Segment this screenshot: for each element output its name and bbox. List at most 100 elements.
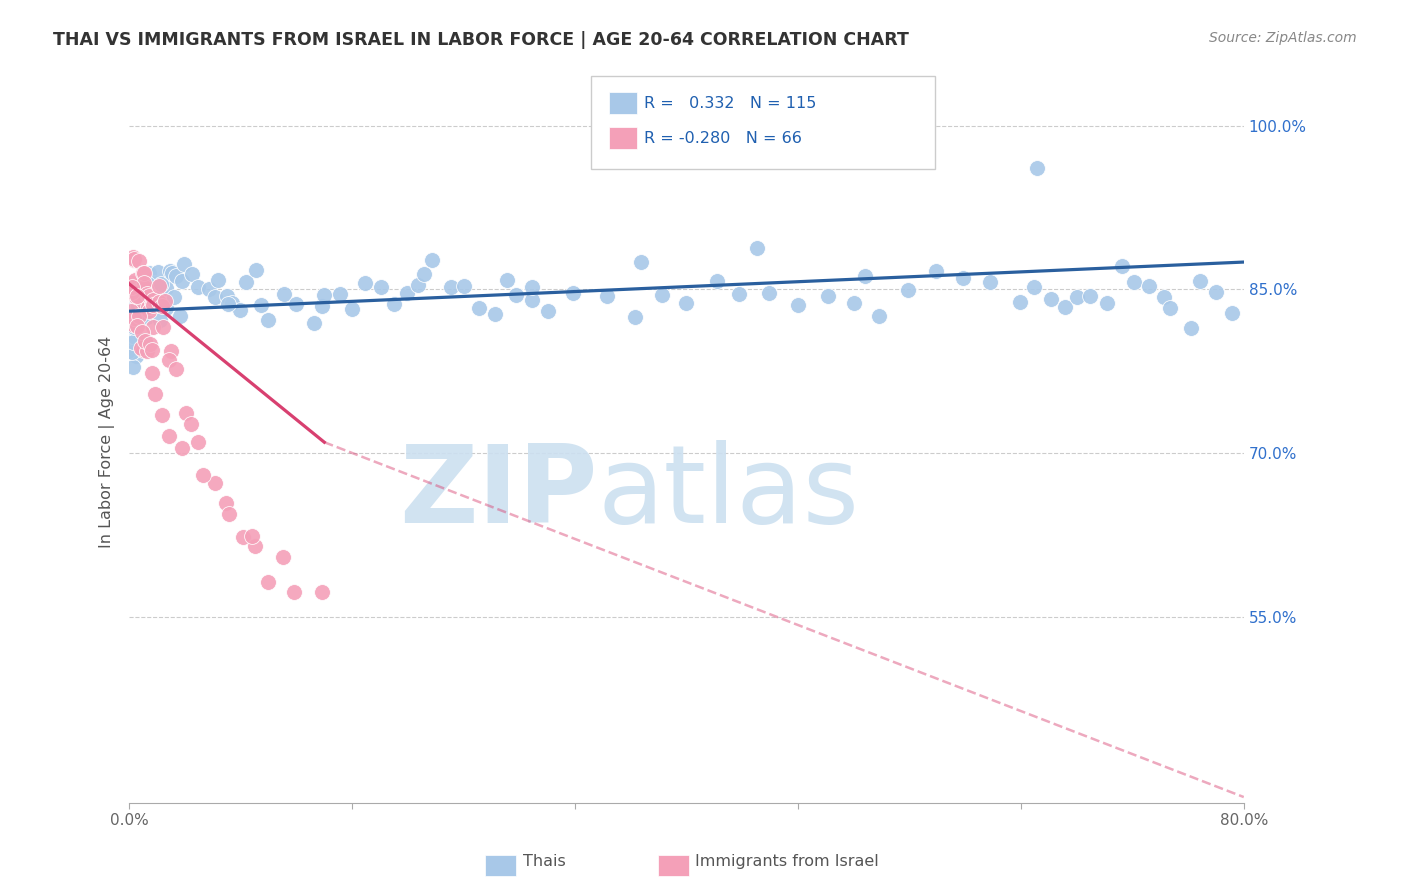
Point bbox=[302, 316, 325, 330]
Point bbox=[271, 549, 294, 564]
Point bbox=[160, 343, 183, 358]
Point bbox=[129, 341, 152, 355]
Point bbox=[217, 296, 239, 310]
Point bbox=[124, 349, 146, 363]
Point bbox=[1189, 274, 1212, 288]
Point bbox=[146, 265, 169, 279]
Point bbox=[150, 277, 173, 292]
Point bbox=[132, 343, 155, 357]
Point bbox=[468, 301, 491, 315]
Point bbox=[396, 286, 419, 301]
Point bbox=[142, 293, 165, 308]
Point bbox=[256, 574, 278, 589]
Text: Thais: Thais bbox=[523, 855, 565, 869]
Point bbox=[128, 282, 150, 296]
Point bbox=[124, 290, 146, 304]
Point bbox=[139, 336, 162, 351]
Point bbox=[125, 298, 148, 312]
Point bbox=[127, 289, 149, 303]
Point bbox=[229, 302, 252, 317]
Point bbox=[149, 313, 172, 327]
Point bbox=[134, 285, 156, 299]
Point bbox=[162, 290, 184, 304]
Point bbox=[675, 295, 697, 310]
Point bbox=[245, 262, 267, 277]
Point bbox=[150, 288, 173, 302]
Text: ZIP: ZIP bbox=[399, 440, 598, 546]
Point bbox=[131, 309, 153, 323]
Point bbox=[197, 282, 219, 296]
Point bbox=[129, 277, 152, 292]
Point bbox=[283, 585, 305, 599]
Point bbox=[152, 320, 174, 334]
Point bbox=[232, 530, 254, 544]
Y-axis label: In Labor Force | Age 20-64: In Labor Force | Age 20-64 bbox=[100, 336, 115, 549]
Point bbox=[817, 289, 839, 303]
Point bbox=[897, 283, 920, 297]
Point bbox=[148, 295, 170, 310]
Point bbox=[382, 297, 405, 311]
Point bbox=[162, 266, 184, 280]
Point bbox=[141, 301, 163, 315]
Point bbox=[124, 273, 146, 287]
Point bbox=[138, 289, 160, 303]
Point bbox=[165, 362, 187, 376]
Point bbox=[122, 319, 145, 334]
Point bbox=[124, 311, 146, 326]
Point bbox=[121, 277, 143, 291]
Point bbox=[1137, 279, 1160, 293]
Point bbox=[122, 252, 145, 266]
Point bbox=[312, 287, 335, 301]
Point bbox=[141, 277, 163, 291]
Point bbox=[218, 507, 240, 521]
Point bbox=[118, 277, 141, 292]
Point bbox=[141, 297, 163, 311]
Point bbox=[193, 468, 215, 483]
Point bbox=[134, 334, 156, 349]
Point bbox=[121, 285, 143, 300]
Point bbox=[728, 287, 751, 301]
Point bbox=[1159, 301, 1181, 316]
Point bbox=[131, 325, 153, 339]
Point bbox=[952, 271, 974, 285]
Point bbox=[138, 286, 160, 301]
Point bbox=[215, 495, 238, 509]
Point bbox=[207, 273, 229, 287]
Point bbox=[354, 276, 377, 290]
Text: THAI VS IMMIGRANTS FROM ISRAEL IN LABOR FORCE | AGE 20-64 CORRELATION CHART: THAI VS IMMIGRANTS FROM ISRAEL IN LABOR … bbox=[53, 31, 910, 49]
Text: R = -0.280   N = 66: R = -0.280 N = 66 bbox=[644, 131, 801, 145]
Point bbox=[1066, 290, 1088, 304]
Point bbox=[122, 318, 145, 332]
Point bbox=[146, 284, 169, 298]
Point bbox=[1040, 292, 1063, 306]
Point bbox=[122, 359, 145, 374]
Point bbox=[142, 276, 165, 290]
Point bbox=[132, 286, 155, 301]
Point bbox=[221, 296, 243, 310]
Point bbox=[157, 352, 180, 367]
Point bbox=[651, 287, 673, 301]
Point bbox=[1095, 296, 1118, 310]
Point bbox=[413, 267, 436, 281]
Point bbox=[132, 280, 155, 294]
Point bbox=[121, 320, 143, 334]
Point bbox=[173, 257, 195, 271]
Point bbox=[249, 298, 271, 312]
Point bbox=[117, 343, 139, 358]
Point bbox=[136, 343, 159, 358]
Point bbox=[141, 343, 163, 357]
Point bbox=[706, 274, 728, 288]
Point bbox=[136, 286, 159, 301]
Point bbox=[150, 299, 173, 313]
Point bbox=[1122, 275, 1144, 289]
Point bbox=[157, 429, 180, 443]
Point bbox=[117, 310, 139, 325]
Point bbox=[127, 299, 149, 313]
Point bbox=[1180, 321, 1202, 335]
Point bbox=[132, 301, 155, 316]
Point bbox=[329, 286, 352, 301]
Point bbox=[172, 441, 194, 455]
Point bbox=[505, 288, 527, 302]
Point bbox=[124, 312, 146, 326]
Point bbox=[129, 295, 152, 310]
